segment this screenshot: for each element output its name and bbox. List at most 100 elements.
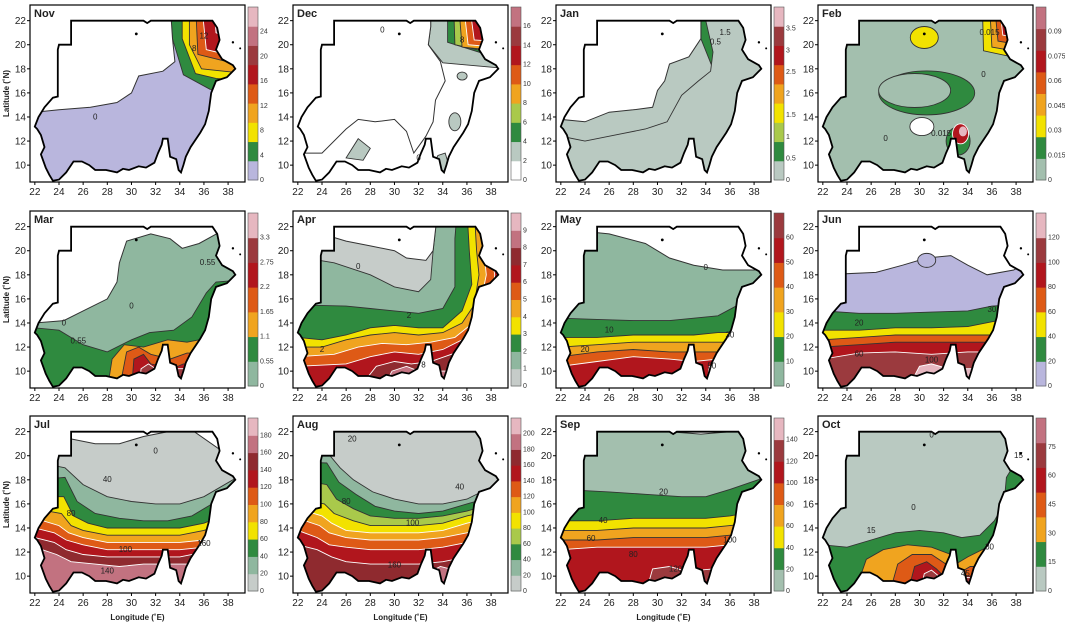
colorbar-tick-label: 120 (523, 494, 535, 501)
contour-label: 45 (961, 569, 970, 578)
colorbar-swatch (774, 461, 784, 484)
colorbar-tick-label: 1.1 (260, 334, 270, 341)
lon-tick-label: 36 (986, 393, 998, 404)
colorbar-swatch (248, 26, 258, 46)
lat-tick-label: 18 (15, 64, 27, 75)
lat-tick-label: 12 (278, 343, 290, 354)
colorbar-swatch (248, 539, 258, 557)
colorbar-swatch (511, 465, 521, 482)
contour-label: 0.015 (931, 129, 952, 138)
colorbar-tick-label: 6 (523, 119, 527, 126)
colorbar-swatch (248, 45, 258, 66)
colorbar-tick-label: 140 (786, 437, 798, 444)
lon-tick-label: 22 (555, 598, 567, 609)
lat-tick-label: 22 (803, 427, 815, 438)
colorbar-swatch (1036, 115, 1046, 138)
colorbar-tick-label: 0.015 (1048, 152, 1065, 159)
colorbar-tick-label: 120 (1048, 235, 1060, 242)
contour-label: 0 (380, 26, 385, 35)
lat-tick-label: 18 (803, 475, 815, 486)
location-marker (922, 443, 926, 447)
lat-tick-label: 12 (803, 548, 815, 559)
colorbar-swatch (774, 569, 784, 592)
panel-title: Jul (34, 419, 50, 431)
colorbar-swatch (1036, 442, 1046, 468)
colorbar-swatch (774, 482, 784, 505)
colorbar-swatch (248, 556, 258, 575)
colorbar-swatch (248, 452, 258, 471)
colorbar-tick-label: 20 (786, 566, 794, 573)
colorbar-tick-label: 16 (260, 78, 268, 85)
colorbar-swatch (1036, 237, 1046, 263)
contour-label: 8 (460, 35, 465, 44)
colorbar-swatch (511, 247, 521, 266)
colorbar-swatch (248, 83, 258, 104)
contour-label: 160 (388, 561, 402, 570)
colorbar-swatch (1036, 311, 1046, 338)
lon-tick-label: 36 (198, 393, 210, 404)
lon-tick-label: 36 (724, 598, 736, 609)
lon-tick-label: 24 (579, 393, 591, 404)
colorbar-swatch (511, 334, 521, 352)
panel-title: Oct (822, 419, 841, 431)
colorbar-swatch (511, 543, 521, 561)
lat-tick-label: 22 (541, 16, 553, 27)
lon-tick-label: 38 (223, 598, 235, 609)
lat-tick-label: 12 (15, 137, 27, 148)
panel-title: Aug (297, 419, 318, 431)
lon-tick-label: 36 (724, 187, 736, 198)
colorbar-tick-label: 160 (260, 450, 272, 457)
colorbar-tick-label: 1.5 (786, 112, 796, 119)
colorbar-tick-label: 60 (523, 541, 531, 548)
lon-tick-label: 38 (749, 187, 761, 198)
location-marker (134, 32, 138, 36)
colorbar-swatch (774, 7, 784, 27)
colorbar-swatch (511, 575, 521, 592)
lon-tick-label: 28 (628, 393, 640, 404)
country-outline (296, 430, 500, 593)
colorbar-swatch (511, 83, 521, 104)
lon-tick-label: 30 (652, 187, 664, 198)
map-panel-oct: Oct 0 0 15 15 30 45 22 24 26 28 30 32 34 36 38 10 12 14 16 1… (803, 415, 1056, 609)
lon-tick-label: 26 (866, 187, 878, 198)
colorbar-swatch (248, 336, 258, 362)
contour-label: 0 (93, 112, 98, 121)
lat-tick-label: 14 (803, 318, 815, 329)
colorbar-swatch (774, 103, 784, 123)
lat-tick-label: 18 (15, 270, 27, 281)
lon-tick-label: 38 (486, 393, 498, 404)
colorbar-swatch (1036, 541, 1046, 567)
contour-label: 50 (707, 362, 716, 371)
colorbar-tick-label: 45 (1048, 502, 1056, 509)
lon-tick-label: 38 (1011, 393, 1023, 404)
lat-tick-label: 14 (803, 112, 815, 123)
lat-tick-label: 16 (541, 88, 553, 99)
country-outline (33, 19, 237, 182)
lon-tick-label: 34 (700, 598, 712, 609)
lat-tick-label: 10 (15, 367, 27, 378)
lat-tick-label: 16 (15, 294, 27, 305)
colorbar-tick-label: 1.65 (260, 309, 274, 316)
colorbar-swatch (1036, 361, 1046, 387)
contour-label: 20 (348, 434, 357, 443)
colorbar-tick-label: 12 (523, 62, 531, 69)
lat-tick-label: 14 (278, 112, 290, 123)
colorbar-swatch (248, 141, 258, 162)
colorbar-tick-label: 0 (523, 177, 527, 184)
contour-label: 0 (62, 318, 67, 327)
lon-tick-label: 26 (341, 187, 353, 198)
colorbar-swatch (1036, 492, 1046, 518)
lat-tick-label: 20 (803, 246, 815, 257)
colorbar-swatch (1036, 136, 1046, 159)
colorbar-swatch (774, 160, 784, 181)
colorbar: 0 1 2 3 4 5 6 7 8 9 (510, 212, 527, 390)
colorbar-swatch (511, 368, 521, 387)
lon-tick-label: 32 (676, 598, 688, 609)
colorbar-tick-label: 200 (523, 431, 535, 438)
colorbar-tick-label: 0 (786, 588, 790, 595)
lon-tick-label: 34 (962, 598, 974, 609)
contour-label: 100 (723, 535, 737, 544)
colorbar-swatch (1036, 566, 1046, 592)
